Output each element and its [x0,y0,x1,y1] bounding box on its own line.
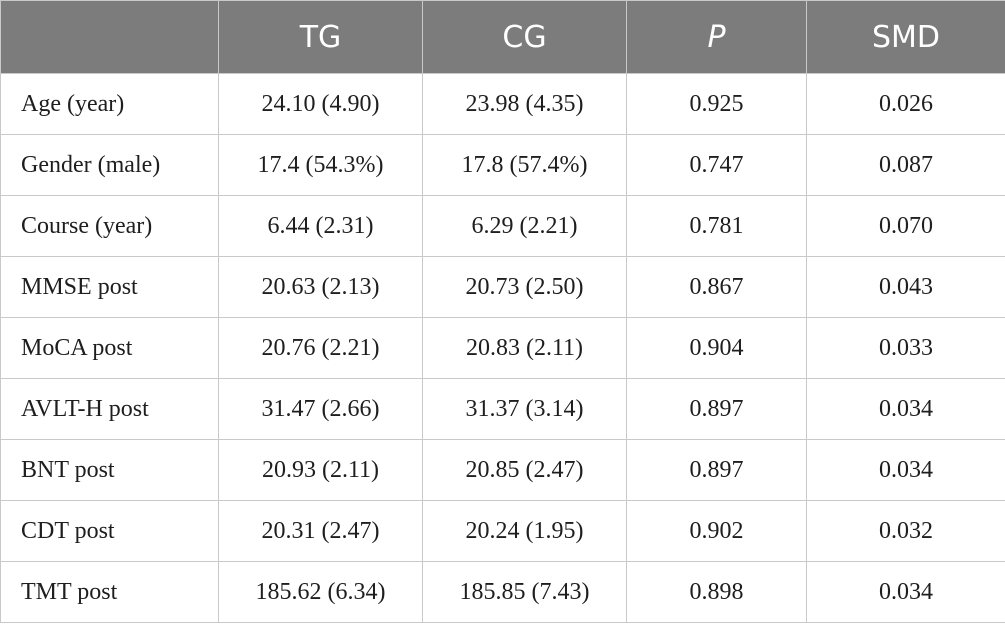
cg-value-cell: 20.24 (1.95) [422,500,627,562]
tg-value-cell: 24.10 (4.90) [218,73,423,135]
table-header: TG CG P SMD [0,0,1005,74]
table-row: MoCA post 20.76 (2.21) 20.83 (2.11) 0.904 0.… [0,317,1005,379]
p-value-cell: 0.898 [626,561,807,623]
row-label-cell: Course (year) [0,195,219,257]
p-value-cell: 0.867 [626,256,807,318]
header-cell-tg: TG [218,0,423,74]
p-value-cell: 0.747 [626,134,807,196]
smd-value-cell: 0.026 [806,73,1005,135]
header-cell-p: P [626,0,807,74]
cg-value-cell: 185.85 (7.43) [422,561,627,623]
cg-value-cell: 20.73 (2.50) [422,256,627,318]
smd-value-cell: 0.032 [806,500,1005,562]
row-label-cell: AVLT-H post [0,378,219,440]
tg-value-cell: 6.44 (2.31) [218,195,423,257]
row-label-cell: MMSE post [0,256,219,318]
tg-value-cell: 17.4 (54.3%) [218,134,423,196]
tg-value-cell: 20.31 (2.47) [218,500,423,562]
smd-value-cell: 0.033 [806,317,1005,379]
p-value-cell: 0.897 [626,378,807,440]
smd-value-cell: 0.087 [806,134,1005,196]
row-label-cell: Gender (male) [0,134,219,196]
row-label-cell: TMT post [0,561,219,623]
tg-value-cell: 20.76 (2.21) [218,317,423,379]
header-cell-empty [0,0,219,74]
tg-value-cell: 185.62 (6.34) [218,561,423,623]
smd-value-cell: 0.034 [806,378,1005,440]
smd-value-cell: 0.070 [806,195,1005,257]
table-row: Gender (male) 17.4 (54.3%) 17.8 (57.4%) 0.7… [0,134,1005,196]
p-value-cell: 0.904 [626,317,807,379]
header-cell-cg: CG [422,0,627,74]
table-row: BNT post 20.93 (2.11) 20.85 (2.47) 0.897 0.0… [0,439,1005,501]
header-row: TG CG P SMD [0,0,1005,74]
row-label-cell: Age (year) [0,73,219,135]
table-row: AVLT-H post 31.47 (2.66) 31.37 (3.14) 0.897… [0,378,1005,440]
cg-value-cell: 23.98 (4.35) [422,73,627,135]
smd-value-cell: 0.034 [806,561,1005,623]
p-value-cell: 0.902 [626,500,807,562]
table-row: CDT post 20.31 (2.47) 20.24 (1.95) 0.902 0.0… [0,500,1005,562]
table-row: TMT post 185.62 (6.34) 185.85 (7.43) 0.898 0… [0,561,1005,623]
table-row: MMSE post 20.63 (2.13) 20.73 (2.50) 0.867 0.… [0,256,1005,318]
header-cell-smd: SMD [806,0,1005,74]
smd-value-cell: 0.034 [806,439,1005,501]
tg-value-cell: 20.93 (2.11) [218,439,423,501]
results-table: TG CG P SMD Age (year) 24.10 (4.90) 23.98 … [0,0,1005,623]
p-value-cell: 0.925 [626,73,807,135]
cg-value-cell: 20.85 (2.47) [422,439,627,501]
cg-value-cell: 20.83 (2.11) [422,317,627,379]
tg-value-cell: 20.63 (2.13) [218,256,423,318]
smd-value-cell: 0.043 [806,256,1005,318]
row-label-cell: MoCA post [0,317,219,379]
tg-value-cell: 31.47 (2.66) [218,378,423,440]
row-label-cell: CDT post [0,500,219,562]
cg-value-cell: 17.8 (57.4%) [422,134,627,196]
p-value-cell: 0.897 [626,439,807,501]
table-body: Age (year) 24.10 (4.90) 23.98 (4.35) 0.925 0… [0,73,1005,623]
cg-value-cell: 31.37 (3.14) [422,378,627,440]
p-value-cell: 0.781 [626,195,807,257]
table-row: Age (year) 24.10 (4.90) 23.98 (4.35) 0.925 0… [0,73,1005,135]
row-label-cell: BNT post [0,439,219,501]
table-row: Course (year) 6.44 (2.31) 6.29 (2.21) 0.781… [0,195,1005,257]
cg-value-cell: 6.29 (2.21) [422,195,627,257]
